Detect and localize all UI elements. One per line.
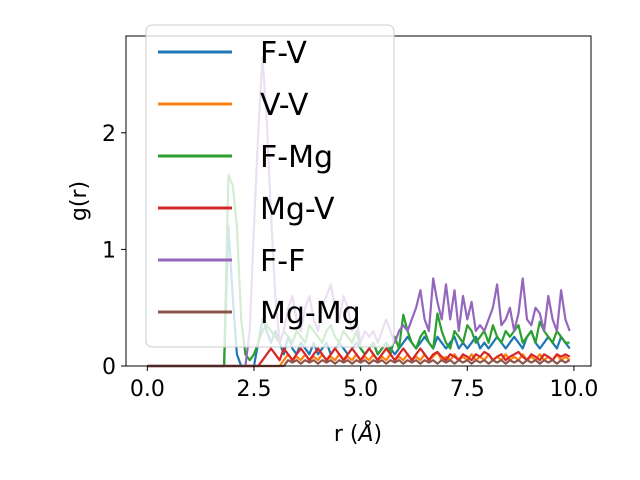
x-tick-label: 2.5	[236, 377, 271, 402]
legend-label-f-mg: F-Mg	[260, 140, 333, 175]
y-tick-label: 2	[102, 122, 116, 147]
legend: F-V V-V F-Mg Mg-V F-F Mg-Mg	[145, 24, 395, 348]
legend-label-mg-mg: Mg-Mg	[260, 296, 361, 331]
y-tick-label: 0	[102, 355, 116, 380]
legend-label-f-v: F-V	[260, 36, 307, 71]
x-tick-label: 5.0	[343, 377, 378, 402]
x-axis-label-text: r (	[334, 422, 359, 447]
x-axis-label-close: )	[374, 422, 383, 447]
legend-label-mg-v: Mg-V	[260, 192, 335, 227]
x-axis-label-unit: Å	[356, 420, 373, 447]
x-tick-label: 7.5	[450, 377, 485, 402]
x-axis: 0.0 2.5 5.0 7.5 10.0	[130, 366, 598, 402]
x-axis-label: r (Å)	[334, 420, 382, 447]
x-tick-label: 10.0	[549, 377, 598, 402]
y-axis-label: g(r)	[67, 181, 92, 221]
y-axis: 0 1 2	[102, 122, 126, 380]
legend-label-v-v: V-V	[260, 88, 309, 123]
legend-label-f-f: F-F	[260, 244, 305, 279]
y-tick-label: 1	[102, 238, 116, 263]
x-tick-label: 0.0	[130, 377, 165, 402]
